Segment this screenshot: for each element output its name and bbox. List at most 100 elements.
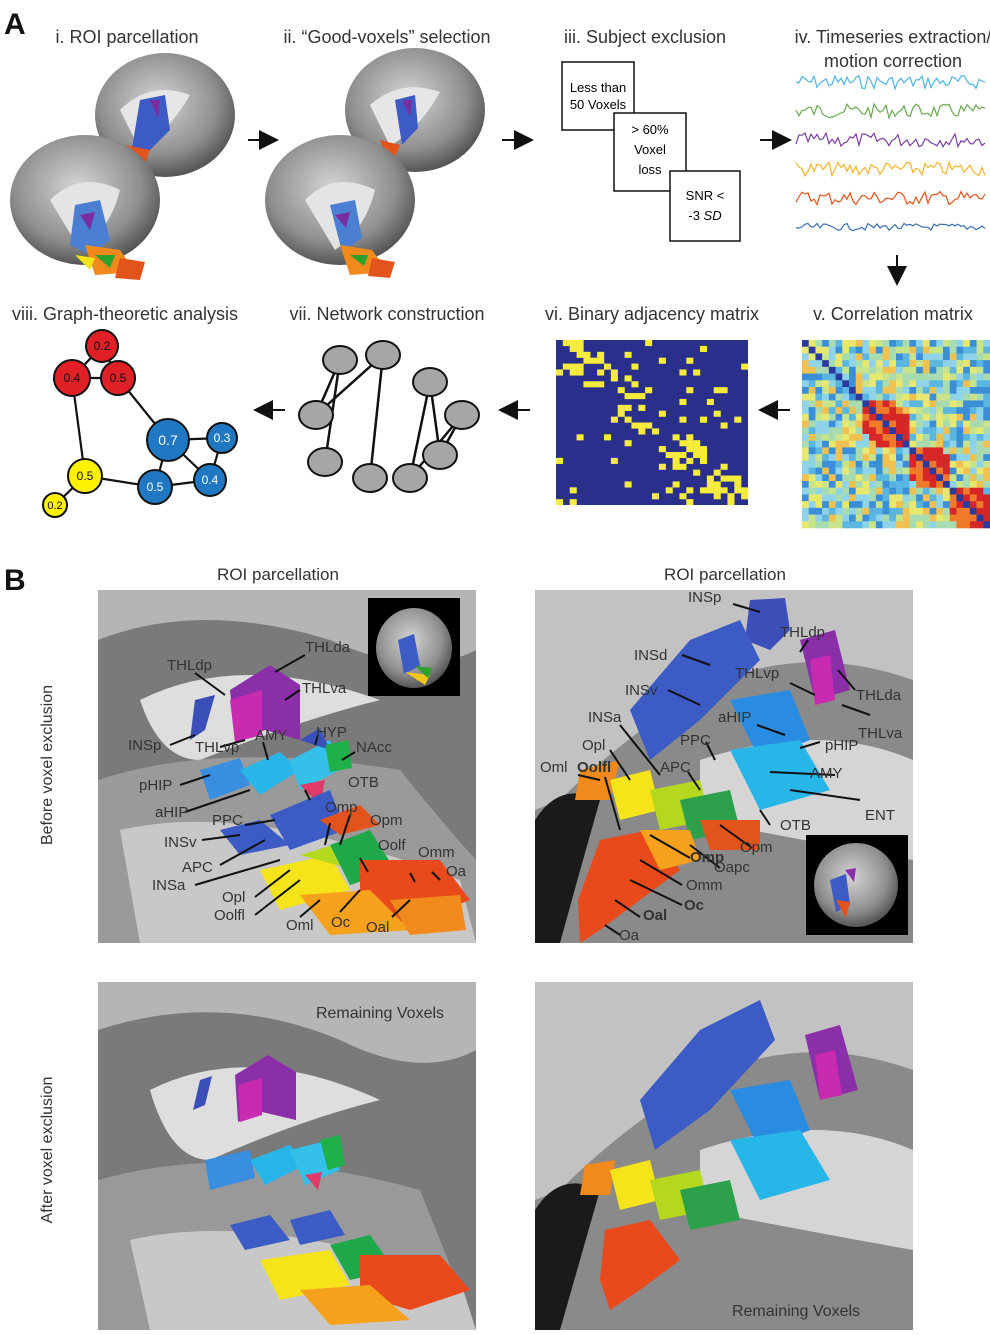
- correlation-cell: [963, 434, 971, 442]
- correlation-cell: [902, 373, 910, 381]
- correlation-cell: [936, 460, 944, 468]
- correlation-cell: [909, 487, 917, 495]
- label-INSp: INSp: [128, 737, 161, 754]
- correlation-cell: [842, 420, 850, 428]
- correlation-cell: [983, 514, 990, 522]
- correlation-cell: [875, 380, 883, 388]
- correlation-cell: [909, 360, 917, 368]
- correlation-cell: [815, 366, 823, 374]
- correlation-cell: [922, 340, 930, 348]
- network-construction: [298, 340, 480, 493]
- label-THLvp: THLvp: [195, 739, 239, 756]
- correlation-cell: [963, 366, 971, 374]
- correlation-cell: [896, 501, 904, 509]
- correlation-cell: [882, 366, 890, 374]
- correlation-cell: [849, 454, 857, 462]
- correlation-cell: [842, 353, 850, 361]
- correlation-cell: [808, 380, 816, 388]
- correlation-cell: [929, 360, 937, 368]
- adjacency-cell: [727, 499, 735, 506]
- correlation-cell: [828, 400, 836, 408]
- correlation-cell: [849, 481, 857, 489]
- row-label-after: After voxel exclusion: [39, 1077, 56, 1224]
- correlation-cell: [882, 420, 890, 428]
- exclusion-box-voxels-line2: 50 Voxels: [570, 97, 627, 112]
- correlation-cell: [976, 360, 984, 368]
- label-Omm: Omm: [418, 844, 455, 861]
- correlation-cell: [936, 434, 944, 442]
- correlation-cell: [983, 407, 990, 415]
- correlation-cell: [902, 380, 910, 388]
- correlation-cell: [802, 521, 810, 529]
- correlation-cell: [922, 420, 930, 428]
- correlation-cell: [943, 514, 951, 522]
- correlation-cell: [983, 434, 990, 442]
- adjacency-cell: [604, 363, 612, 370]
- label-Oolfl: Oolfl: [577, 759, 611, 776]
- correlation-cell: [943, 407, 951, 415]
- correlation-cell: [956, 373, 964, 381]
- correlation-cell: [936, 514, 944, 522]
- correlation-cell: [929, 407, 937, 415]
- adjacency-cell: [590, 381, 598, 388]
- adjacency-cell: [720, 463, 728, 470]
- correlation-cell: [922, 413, 930, 421]
- correlation-cell: [889, 514, 897, 522]
- correlation-cell: [922, 474, 930, 482]
- correlation-cell: [875, 400, 883, 408]
- correlation-cell: [815, 481, 823, 489]
- correlation-cell: [956, 514, 964, 522]
- correlation-cell: [822, 427, 830, 435]
- correlation-cell: [902, 353, 910, 361]
- correlation-cell: [963, 454, 971, 462]
- correlation-cell: [943, 413, 951, 421]
- correlation-cell: [922, 434, 930, 442]
- step-4-title-line1: iv. Timeseries extraction/: [795, 27, 990, 47]
- correlation-cell: [828, 467, 836, 475]
- correlation-cell: [835, 487, 843, 495]
- timeseries-trace: [795, 74, 986, 91]
- correlation-cell: [949, 460, 957, 468]
- correlation-cell: [963, 353, 971, 361]
- correlation-cell: [869, 434, 877, 442]
- correlation-cell: [808, 407, 816, 415]
- correlation-cell: [969, 487, 977, 495]
- correlation-cell: [882, 467, 890, 475]
- correlation-cell: [849, 440, 857, 448]
- adjacency-cell: [741, 363, 749, 370]
- roi-regions-bottom-right: [580, 1000, 858, 1310]
- correlation-cell: [916, 340, 924, 348]
- correlation-cell: [889, 353, 897, 361]
- adjacency-cell: [706, 487, 714, 494]
- correlation-cell: [849, 427, 857, 435]
- correlation-cell: [835, 507, 843, 515]
- correlation-cell: [855, 393, 863, 401]
- correlation-cell: [943, 507, 951, 515]
- correlation-cell: [983, 487, 990, 495]
- correlation-cell: [855, 494, 863, 502]
- correlation-cell: [902, 481, 910, 489]
- adjacency-cell: [720, 487, 728, 494]
- correlation-cell: [842, 380, 850, 388]
- correlation-cell: [963, 474, 971, 482]
- adjacency-cell: [672, 434, 680, 441]
- correlation-cell: [929, 501, 937, 509]
- correlation-cell: [963, 380, 971, 388]
- correlation-cell: [949, 474, 957, 482]
- label-Opm: Opm: [370, 812, 403, 829]
- roi-labels-top-left: THLdp THLda THLva INSp THLvp AMY HYP NAc…: [128, 639, 467, 936]
- adjacency-cell: [576, 351, 584, 358]
- adjacency-cell: [713, 410, 721, 417]
- correlation-cell: [963, 521, 971, 529]
- correlation-cell: [882, 514, 890, 522]
- correlation-cell: [835, 481, 843, 489]
- correlation-cell: [855, 340, 863, 348]
- correlation-cell: [875, 467, 883, 475]
- timeseries-trace: [795, 160, 986, 178]
- correlation-cell: [869, 360, 877, 368]
- adjacency-cell: [624, 375, 632, 382]
- correlation-cell: [835, 454, 843, 462]
- correlation-cell: [909, 507, 917, 515]
- remaining-voxels-right: Remaining Voxels: [732, 1303, 860, 1320]
